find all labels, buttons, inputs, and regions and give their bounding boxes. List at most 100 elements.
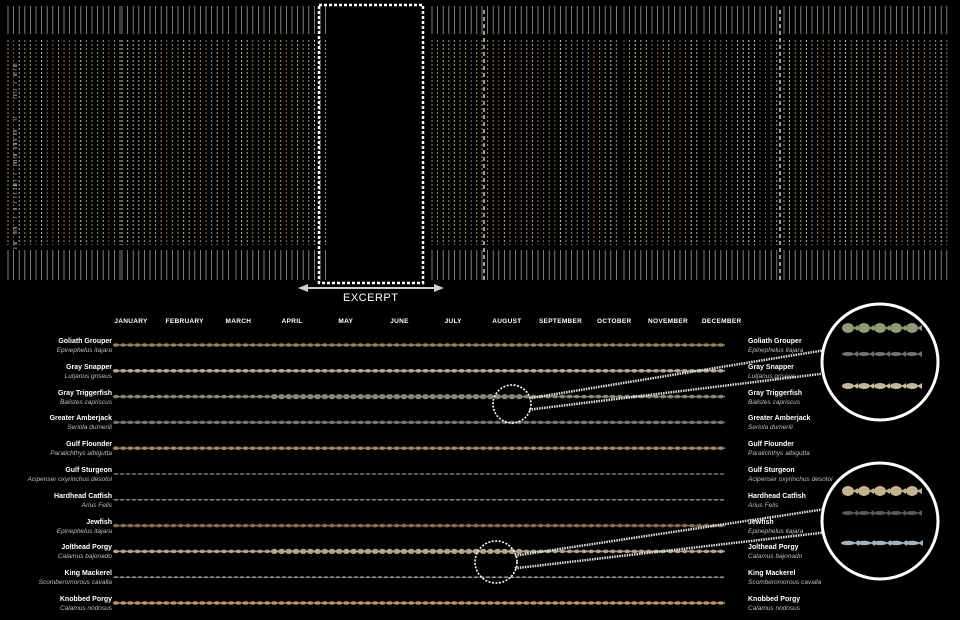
species-scientific-name: Acipenser oxyrinchus desotoi — [748, 476, 833, 483]
species-common-name: King Mackerel — [748, 570, 796, 578]
zoom-callout — [474, 461, 940, 584]
zoom-fish — [890, 511, 902, 515]
zoom-fish-tail — [917, 325, 922, 331]
zoom-detail-circle — [820, 302, 940, 422]
zoom-connector — [514, 508, 824, 557]
species-common-name: Goliath Grouper — [58, 338, 112, 345]
species-label-right: Knobbed Porgy Calamus nodosus — [748, 595, 868, 613]
species-scientific-name: Epinephelus itajara — [56, 347, 112, 354]
zoom-fish — [857, 540, 871, 546]
species-common-name: Knobbed Porgy — [748, 596, 801, 603]
species-scientific-name: Epinephelus itajara — [748, 347, 804, 354]
month-label: JULY — [444, 318, 462, 325]
species-label-left: Gray Triggerfish Balistes capriscus — [0, 389, 112, 407]
zoom-fish-tail — [869, 488, 874, 494]
zoom-fish-tail — [869, 383, 874, 389]
species-label-left: Gray Snapper Lutjanus griseus — [0, 363, 112, 381]
zoom-fish — [842, 383, 854, 389]
species-common-name: Hardhead Catfish — [54, 492, 112, 500]
zoom-fish — [906, 323, 918, 333]
zoom-fish — [890, 383, 902, 389]
species-scientific-name: Calamus bajonado — [748, 553, 803, 561]
zoom-fish — [906, 352, 918, 356]
zoom-fish-tail — [901, 383, 906, 389]
excerpt-label: EXCERPT — [343, 292, 399, 304]
month-label: AUGUST — [492, 318, 522, 325]
zoom-fish-tail — [901, 488, 906, 494]
month-label: DECEMBER — [701, 318, 742, 325]
species-common-name: Gulf Sturgeon — [65, 467, 112, 474]
zoom-fish — [906, 383, 918, 389]
zoom-fish-tail — [870, 540, 875, 546]
species-common-name: Gulf Sturgeon — [748, 467, 795, 474]
species-common-name: Gulf Flounder — [66, 441, 112, 449]
zoom-fish-tail — [885, 510, 890, 516]
zoom-fish-tail — [886, 540, 891, 546]
zoom-fish — [905, 540, 919, 546]
zoom-connector — [514, 531, 824, 570]
species-label-right: King Mackerel Scomberomorous cavalla — [748, 569, 868, 587]
month-label: MARCH — [225, 318, 252, 325]
species-label-right: Jolthead Porgy Calamus bajonado — [748, 543, 868, 561]
species-scientific-name: Paralichthys albigutta — [50, 450, 112, 458]
zoom-fish — [906, 486, 918, 496]
zoom-fish — [874, 352, 886, 356]
zoom-fish — [842, 511, 854, 515]
species-common-name: Hardhead Catfish — [748, 492, 806, 500]
month-label: SEPTEMBER — [539, 318, 583, 325]
zoom-fish-tail — [853, 383, 858, 389]
species-label-left: Gulf Sturgeon Acipenser oxyrinchus desoto… — [0, 466, 112, 484]
overview-columns — [7, 6, 948, 280]
species-label-left: Jewfish Epinephelus itajara — [0, 518, 112, 536]
species-label-right: Gulf Flounder Paralichthys albigutta — [748, 440, 868, 458]
species-scientific-name: Epinephelus itajara — [748, 527, 804, 535]
species-common-name: Gulf Flounder — [748, 441, 794, 449]
zoom-callout — [492, 302, 940, 424]
zoom-fish-tail — [885, 325, 890, 331]
zoom-connector — [528, 372, 824, 411]
species-scientific-name: Acipenser oxyrinchus desotoi — [27, 476, 112, 483]
species-label-left: Jolthead Porgy Calamus bajonado — [0, 543, 112, 561]
species-label-right: Gray Triggerfish Balistes capriscus — [748, 389, 868, 407]
zoom-fish — [858, 383, 870, 389]
zoom-fish-tail — [853, 510, 858, 516]
species-common-name: Greater Amberjack — [49, 415, 112, 423]
species-label-left: Gulf Flounder Paralichthys albigutta — [0, 440, 112, 458]
species-scientific-name: Calamus nodosus — [59, 605, 112, 612]
month-label: OCTOBER — [597, 318, 632, 325]
zoom-fish — [858, 486, 870, 496]
species-scientific-name: Arius Felis — [81, 501, 112, 509]
species-label-right: Greater Amberjack Seriola dumerili — [748, 414, 868, 432]
zoom-fish-tail — [853, 351, 858, 357]
species-label-right: Hardhead Catfish Arius Felis — [748, 492, 868, 510]
species-common-name: Jewfish — [748, 518, 774, 526]
species-scientific-name: Paralichthys albigutta — [748, 450, 810, 458]
species-scientific-name: Scomberomorous cavalla — [38, 579, 112, 587]
species-common-name: Jolthead Porgy — [61, 544, 112, 552]
zoom-fish-tail — [917, 510, 922, 516]
species-common-name: Greater Amberjack — [748, 415, 811, 423]
zoom-fish-tail — [885, 383, 890, 389]
zoom-fish — [906, 511, 918, 515]
zoom-fish-tail — [901, 351, 906, 357]
species-common-name: Gray Triggerfish — [748, 389, 803, 397]
zoom-fish — [874, 486, 886, 496]
species-common-name: Jewfish — [86, 518, 112, 526]
species-label-right: Gulf Sturgeon Acipenser oxyrinchus desoto… — [748, 466, 868, 484]
month-label: APRIL — [281, 318, 303, 325]
zoom-fish — [842, 323, 854, 333]
species-scientific-name: Balistes capriscus — [748, 398, 801, 406]
zoom-fish — [841, 540, 855, 546]
zoom-source-circle — [492, 384, 532, 424]
zoom-fish — [842, 486, 854, 496]
overview-strip-chart — [7, 3, 948, 292]
zoom-fish-tail — [917, 351, 922, 357]
zoom-fish-tail — [885, 488, 890, 494]
species-scientific-name: Balistes capriscus — [59, 398, 112, 406]
zoom-fish-tail — [869, 351, 874, 357]
species-scientific-name: Lutjanus griseus — [748, 372, 796, 380]
zoom-fish — [890, 323, 902, 333]
species-label-left: Greater Amberjack Seriola dumerili — [0, 414, 112, 432]
zoom-fish-tail — [901, 510, 906, 516]
